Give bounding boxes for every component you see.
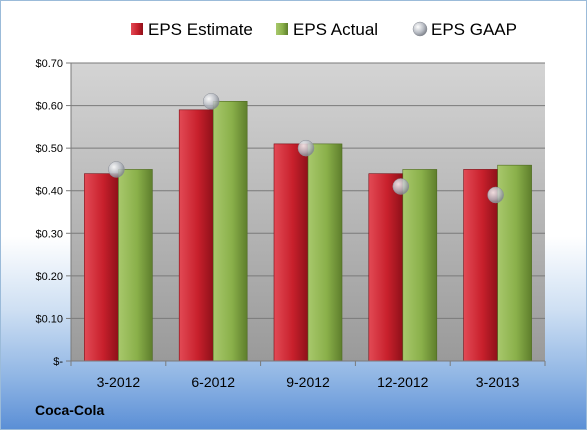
x-tick-label: 9-2012 bbox=[286, 374, 330, 390]
y-axis: $- $0.10 $0.20 $0.30 $0.40 $0.50 $0.60 $0.70 bbox=[35, 58, 72, 368]
y-tick-label: $0.70 bbox=[35, 58, 63, 70]
bar-eps-actual bbox=[307, 143, 343, 362]
y-tick-label: $0.50 bbox=[35, 143, 63, 155]
legend-swatch-eps-actual bbox=[276, 23, 288, 35]
x-tick-label: 6-2012 bbox=[191, 374, 235, 390]
bars bbox=[84, 101, 532, 362]
legend: EPS Estimate EPS Actual EPS GAAP bbox=[131, 20, 517, 39]
x-tick-label: 3-2012 bbox=[97, 374, 141, 390]
y-tick-label: $0.10 bbox=[35, 313, 63, 325]
bar-eps-actual bbox=[212, 101, 248, 362]
company-label: Coca-Cola bbox=[35, 402, 105, 418]
marker-eps-gaap bbox=[297, 139, 315, 157]
y-tick-label: $0.30 bbox=[35, 228, 63, 240]
gaap-markers bbox=[108, 93, 504, 204]
legend-swatch-eps-estimate bbox=[131, 23, 143, 35]
bar-eps-estimate bbox=[368, 173, 404, 362]
marker-eps-gaap bbox=[487, 186, 504, 204]
marker-eps-gaap bbox=[392, 178, 410, 195]
legend-label: EPS Estimate bbox=[148, 20, 253, 39]
y-tick-label: $0.60 bbox=[35, 101, 63, 113]
bar-eps-estimate bbox=[178, 109, 214, 362]
bar-eps-actual bbox=[118, 169, 153, 362]
bar-eps-estimate bbox=[84, 173, 119, 362]
bar-eps-actual bbox=[402, 169, 438, 362]
x-tick-label: 3-2013 bbox=[476, 374, 520, 390]
bar-eps-estimate bbox=[273, 143, 309, 362]
legend-label: EPS GAAP bbox=[431, 20, 517, 39]
y-tick-label: $- bbox=[53, 356, 63, 368]
marker-eps-gaap bbox=[202, 93, 220, 110]
marker-eps-gaap bbox=[108, 161, 125, 178]
legend-label: EPS Actual bbox=[293, 20, 378, 39]
y-tick-label: $0.20 bbox=[35, 271, 63, 283]
legend-swatch-eps-gaap bbox=[412, 21, 428, 37]
x-tick-label: 12-2012 bbox=[377, 374, 429, 390]
x-axis: 3-2012 6-2012 9-2012 12-2012 3-2013 bbox=[70, 360, 546, 390]
y-tick-label: $0.40 bbox=[35, 186, 63, 198]
